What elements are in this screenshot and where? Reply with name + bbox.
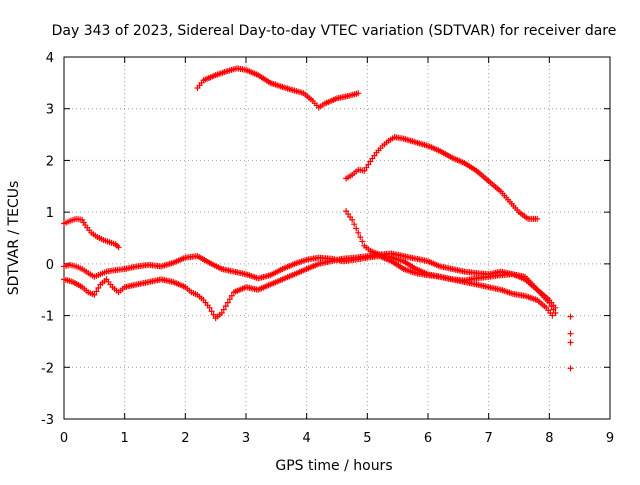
x-tick-label: 0 [60,431,68,446]
y-tick-label: 0 [46,258,54,273]
ticks-layer: 0 1 2 3 4 5 6 7 8 9 -3 -2 -1 0 1 2 3 4 [41,51,614,446]
y-axis-label: SDTVAR / TECUs [6,181,22,296]
x-tick-label: 7 [485,431,493,446]
data-point [115,244,122,251]
series-track-c [343,134,541,222]
data-point [359,238,366,245]
data-point [567,365,574,372]
data-point [355,229,362,236]
data-point [224,299,231,306]
x-tick-label: 6 [424,431,432,446]
data-point [552,309,559,316]
x-tick-label: 2 [181,431,189,446]
y-tick-label: -3 [41,413,54,428]
data-point [355,90,362,97]
x-tick-label: 4 [303,431,311,446]
data-point [222,303,229,310]
x-tick-label: 9 [606,431,614,446]
data-point [567,313,574,320]
x-tick-label: 8 [545,431,553,446]
data-point [218,309,225,316]
data-point [361,167,368,174]
data-point [567,330,574,337]
data-point [210,311,217,318]
y-tick-label: 1 [46,206,54,221]
data-point [549,312,556,319]
y-tick-label: -2 [41,361,54,376]
x-tick-label: 5 [363,431,371,446]
data-point [93,288,100,295]
data-point [220,306,227,313]
data-point [548,303,555,310]
data-point [534,215,541,222]
data-point [567,339,574,346]
data-point [363,164,370,171]
y-tick-label: 3 [46,103,54,118]
x-tick-label: 3 [242,431,250,446]
x-axis-label: GPS time / hours [275,458,392,474]
series-track-d [343,208,556,319]
data-point [349,216,356,223]
chart-title: Day 343 of 2023, Sidereal Day-to-day VTE… [52,23,617,39]
y-tick-label: 4 [46,51,54,66]
data-point [351,221,358,228]
data-point [357,234,364,241]
y-tick-label: -1 [41,310,54,325]
data-point [228,292,235,299]
data-point [91,291,98,298]
series-track-a [61,215,122,251]
data-point [365,161,372,168]
series-track-g [567,313,574,372]
series-track-b [194,65,362,111]
data-point [206,304,213,311]
plot-frame [63,56,611,420]
data-layer [61,65,574,372]
data-point [226,296,233,303]
data-point [208,308,215,315]
y-tick-label: 2 [46,154,54,169]
data-point [353,225,360,232]
x-tick-label: 1 [121,431,129,446]
grid-layer [64,57,610,419]
data-point [550,306,557,313]
series-track-f [61,250,559,322]
data-point [546,299,553,306]
data-point [95,284,102,291]
